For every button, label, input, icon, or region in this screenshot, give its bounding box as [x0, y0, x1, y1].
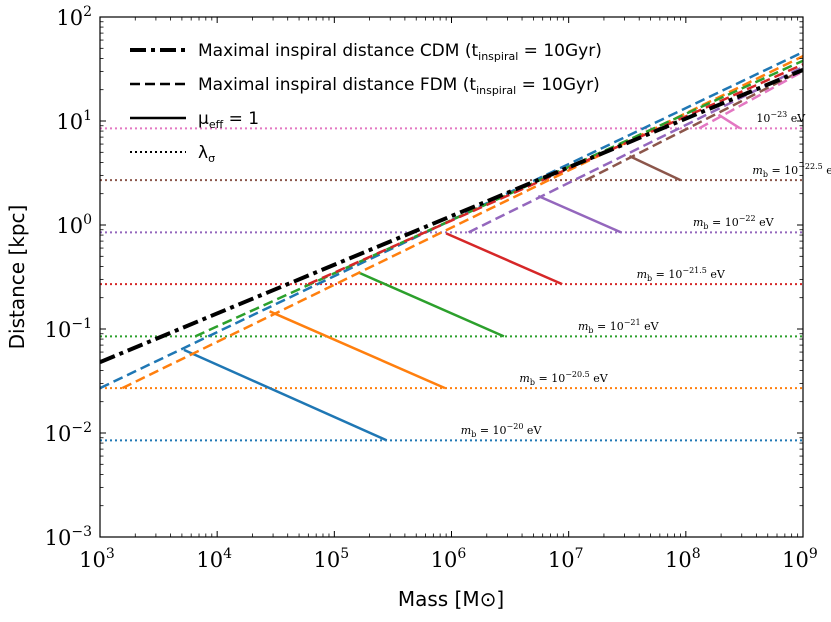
mu-eff-line-4 [537, 194, 622, 234]
x-tick-label-0: 103 [79, 546, 115, 572]
series-label-2: mb = 10−21 eV [578, 318, 660, 335]
cdm-line [100, 68, 803, 364]
x-tick-label-4: 107 [548, 546, 584, 572]
y-tick-label-1: 10−2 [45, 420, 92, 446]
legend: Maximal inspiral distance CDM (tinspiral… [130, 41, 602, 165]
mu-eff-line-0 [183, 348, 388, 442]
fdm-line-5 [585, 68, 803, 182]
mu-eff-line-6 [717, 113, 741, 130]
y-tick-label-2: 10−1 [45, 316, 92, 342]
mu-eff-line-1 [269, 310, 446, 390]
fdm-line-0 [100, 50, 803, 390]
axis-ticks: 103 104 105 106 107 108 109 10−3 10−2 10−1 100 101 1… [45, 4, 818, 572]
series-label-5: mb = 10−22.5 eV [752, 162, 831, 179]
x-tick-label-5: 108 [665, 546, 701, 572]
y-tick-label-0: 10−3 [45, 524, 92, 550]
x-tick-label-3: 106 [431, 546, 467, 572]
series-label-1: mb = 10−20.5 eV [519, 370, 608, 387]
fdm-line-6 [698, 70, 803, 130]
legend-label-2: μeff = 1 [198, 109, 259, 131]
x-tick-label-6: 109 [782, 546, 818, 572]
mu-eff-line-5 [628, 154, 682, 182]
mu-eff-line-3 [445, 232, 563, 286]
plot-area [100, 50, 803, 442]
y-axis-title: Distance [kpc] [5, 205, 29, 350]
y-tick-label-3: 100 [56, 212, 92, 238]
series-label-3: mb = 10−21.5 eV [637, 266, 726, 283]
mu-eff-line-2 [357, 271, 505, 338]
series-label-6: 10−23 eV [756, 110, 806, 125]
fdm-line-4 [468, 65, 803, 234]
x-axis-title: Mass [M⊙] [398, 587, 504, 611]
y-tick-label-4: 101 [56, 108, 92, 134]
legend-label-0: Maximal inspiral distance CDM (tinspiral… [198, 41, 602, 63]
fdm-line-2 [194, 59, 803, 338]
y-tick-label-5: 102 [56, 4, 92, 30]
series-label-0: mb = 10−20 eV [461, 422, 543, 439]
series-label-4: mb = 10−22 eV [693, 214, 775, 231]
x-tick-label-2: 105 [314, 546, 350, 572]
plot-frame [99, 16, 804, 538]
series-annotations: mb = 10−20 eV mb = 10−20.5 eV mb = 10−21 e… [461, 110, 831, 439]
x-tick-label-1: 104 [196, 546, 232, 572]
legend-label-1: Maximal inspiral distance FDM (tinspiral… [198, 75, 600, 97]
legend-label-3: λσ [198, 143, 215, 165]
